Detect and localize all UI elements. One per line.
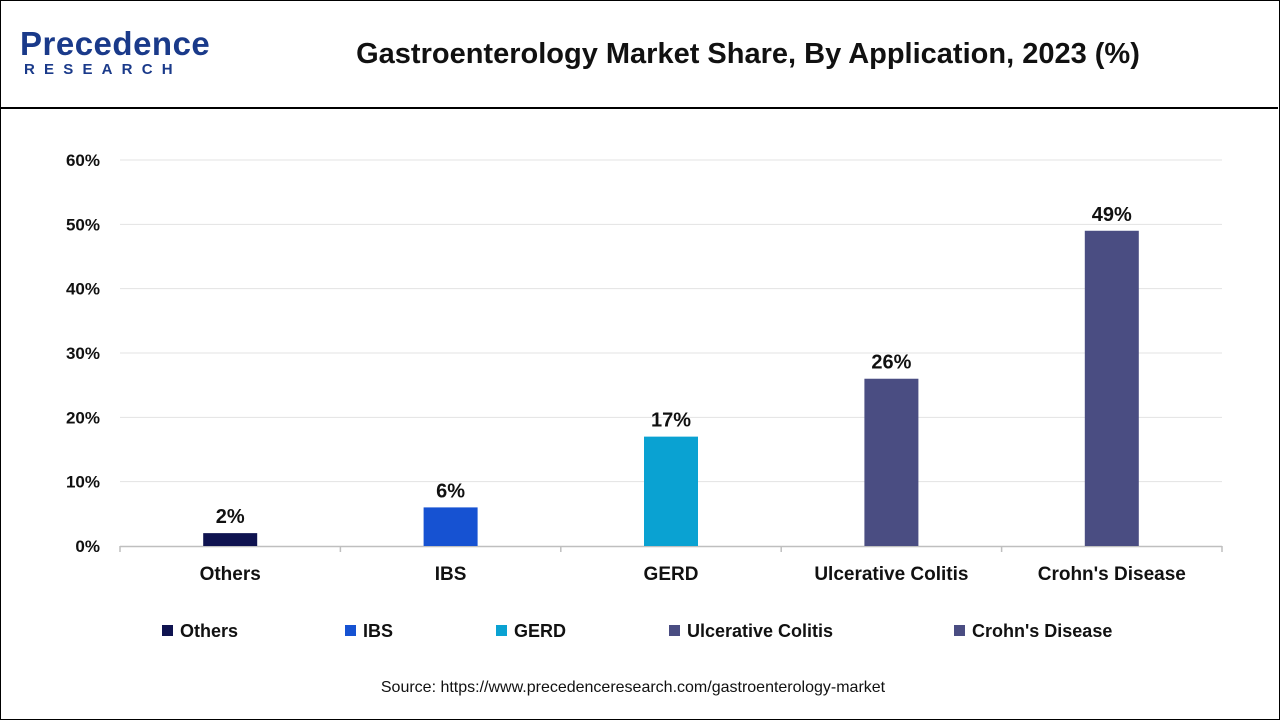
- y-tick-label: 50%: [66, 215, 100, 234]
- y-tick-label: 0%: [75, 537, 100, 556]
- legend-label: Crohn's Disease: [972, 621, 1112, 641]
- precedence-research-logo: Precedence RESEARCH: [20, 26, 220, 86]
- source-note: Source: https://www.precedenceresearch.c…: [380, 679, 886, 696]
- x-tick-label: IBS: [435, 564, 467, 585]
- bar-ulcerative-colitis: [864, 378, 919, 546]
- legend-swatch: [496, 625, 507, 636]
- data-label: 2%: [216, 506, 245, 528]
- x-tick-label: Crohn's Disease: [1038, 564, 1186, 585]
- legend-swatch: [954, 625, 965, 636]
- data-label: 6%: [436, 480, 465, 502]
- legend-swatch: [669, 625, 680, 636]
- x-tick-label: Others: [200, 564, 261, 585]
- bar-gerd: [644, 436, 698, 546]
- bar-chart: 0% 10% 20% 30% 40% 50% 60% 2% Others 6% IBS 17% GERD…: [66, 151, 1223, 641]
- header: Precedence RESEARCH Gastroenterology Mar…: [0, 0, 1278, 109]
- bar-crohn-s-disease: [1084, 230, 1139, 546]
- bar-ibs: [423, 507, 478, 546]
- legend-swatch: [162, 625, 173, 636]
- x-tick-label: Ulcerative Colitis: [814, 564, 968, 585]
- y-tick-label: 10%: [66, 473, 100, 492]
- data-label: 17%: [651, 410, 691, 432]
- logo-wordmark: Precedence: [20, 25, 211, 62]
- legend-label: Others: [180, 621, 238, 641]
- legend-label: GERD: [514, 621, 566, 641]
- y-tick-label: 60%: [66, 151, 100, 170]
- data-label: 49%: [1092, 204, 1132, 226]
- bar-others: [203, 533, 258, 546]
- legend-swatch: [345, 625, 356, 636]
- chart-title: Gastroenterology Market Share, By Applic…: [356, 38, 1140, 70]
- legend-label: IBS: [363, 621, 393, 641]
- legend-label: Ulcerative Colitis: [687, 621, 833, 641]
- logo-subtext: RESEARCH: [24, 61, 182, 78]
- y-tick-label: 40%: [66, 280, 100, 299]
- x-tick-label: GERD: [644, 564, 699, 585]
- y-tick-label: 20%: [66, 408, 100, 427]
- y-tick-label: 30%: [66, 344, 100, 363]
- data-label: 26%: [871, 352, 911, 374]
